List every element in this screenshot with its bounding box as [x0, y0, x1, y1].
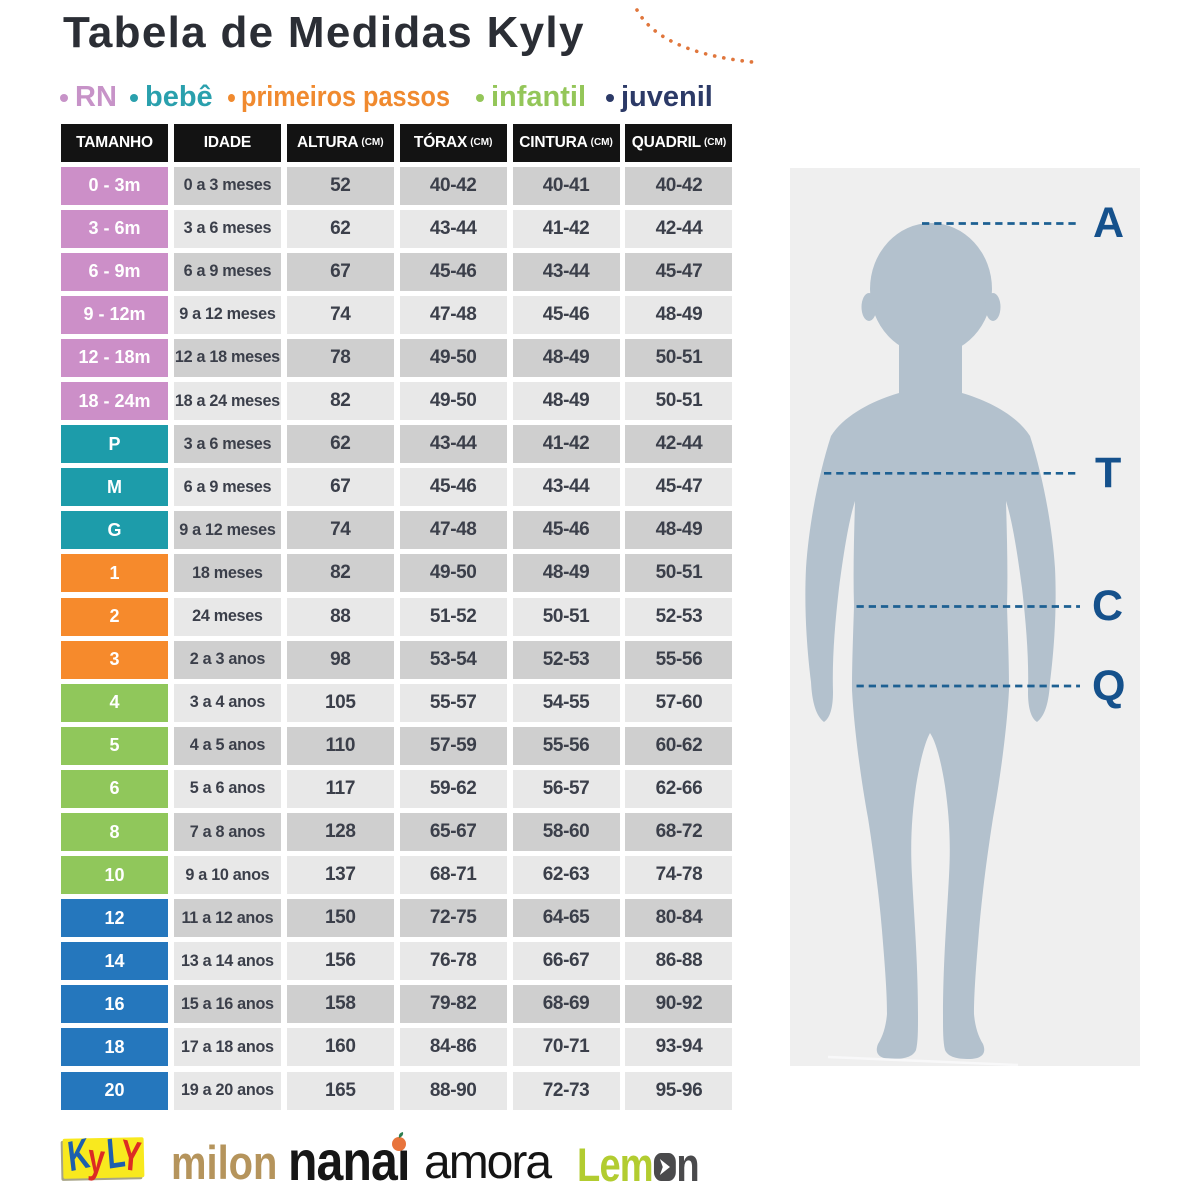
svg-text:Q: Q [1092, 662, 1125, 710]
svg-text:C: C [1092, 582, 1123, 630]
svg-text:T: T [1095, 449, 1121, 497]
svg-text:A: A [1093, 199, 1124, 247]
